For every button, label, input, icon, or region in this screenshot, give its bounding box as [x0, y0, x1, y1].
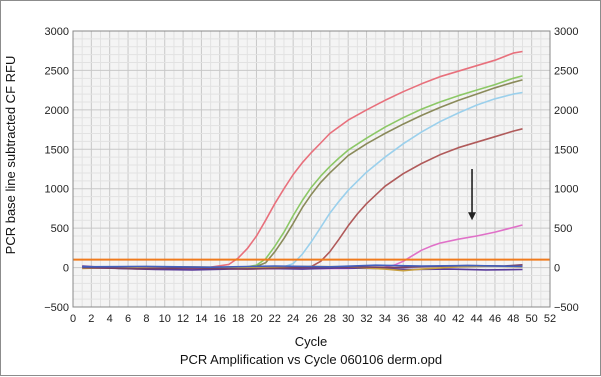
y-tick-label-right: −500: [554, 302, 579, 314]
x-tick-label: 36: [397, 313, 409, 325]
y-tick-label: 2000: [45, 105, 69, 117]
series-line: [82, 50, 523, 269]
x-tick-label: 38: [415, 313, 427, 325]
x-tick-labels: 0 2 4 6 8 10 12 14 16 18 20 22 24 26 28 30 32 34 36 38 40 42 4…: [70, 313, 556, 325]
x-tick-label: 30: [342, 313, 354, 325]
x-tick-label: 4: [107, 313, 113, 325]
x-tick-label: 8: [143, 313, 149, 325]
x-tick-label: 24: [287, 313, 299, 325]
x-tick-label: 52: [544, 313, 556, 325]
y-tick-label: 2500: [45, 65, 69, 77]
y-tick-label: 3000: [45, 26, 69, 38]
y-tick-label-right: 2000: [554, 105, 578, 117]
x-tick-label: 6: [125, 313, 131, 325]
x-tick-label: 44: [470, 313, 482, 325]
y-tick-label: −500: [44, 302, 69, 314]
x-tick-label: 0: [70, 313, 76, 325]
x-tick-label: 10: [159, 313, 171, 325]
series-line: [82, 264, 523, 268]
x-tick-label: 48: [507, 313, 519, 325]
x-tick-label: 14: [195, 313, 207, 325]
x-tick-label: 22: [269, 313, 281, 325]
x-tick-label: 20: [250, 313, 262, 325]
y-tick-labels-right: −500 0 500 1000 1500 2000 2500 3000: [554, 26, 579, 314]
y-tick-label-right: 1000: [554, 184, 578, 196]
y-tick-label-right: 0: [554, 263, 560, 275]
y-axis-label: PCR base line subtracted CF RFU: [3, 56, 18, 255]
y-tick-labels-left: −500 0 500 1000 1500 2000 2500 3000: [44, 26, 69, 314]
y-tick-label: 1500: [45, 144, 69, 156]
x-tick-label: 16: [214, 313, 226, 325]
y-tick-label-right: 2500: [554, 65, 578, 77]
arrow-head: [468, 212, 477, 221]
x-tick-label: 34: [379, 313, 391, 325]
x-tick-label: 28: [324, 313, 336, 325]
y-tick-label-right: 500: [554, 223, 572, 235]
series-line: [82, 265, 523, 271]
x-axis-label: Cycle: [295, 334, 328, 349]
x-tick-label: 40: [434, 313, 446, 325]
grid: [72, 30, 551, 308]
x-tick-label: 2: [88, 313, 94, 325]
plot-border: [72, 30, 551, 308]
chart-title: PCR Amplification vs Cycle 060106 derm.o…: [180, 352, 442, 367]
x-tick-label: 12: [177, 313, 189, 325]
x-tick-label: 50: [526, 313, 538, 325]
y-tick-label: 1000: [45, 184, 69, 196]
x-tick-label: 26: [305, 313, 317, 325]
x-tick-label: 42: [452, 313, 464, 325]
x-tick-label: 18: [232, 313, 244, 325]
x-tick-label: 32: [360, 313, 372, 325]
y-tick-label: 0: [63, 263, 69, 275]
y-tick-label-right: 1500: [554, 144, 578, 156]
y-tick-label: 500: [51, 223, 69, 235]
y-tick-label-right: 3000: [554, 26, 578, 38]
annotation-arrow: [468, 169, 477, 221]
series-lines: [82, 50, 523, 272]
x-tick-label: 46: [489, 313, 501, 325]
